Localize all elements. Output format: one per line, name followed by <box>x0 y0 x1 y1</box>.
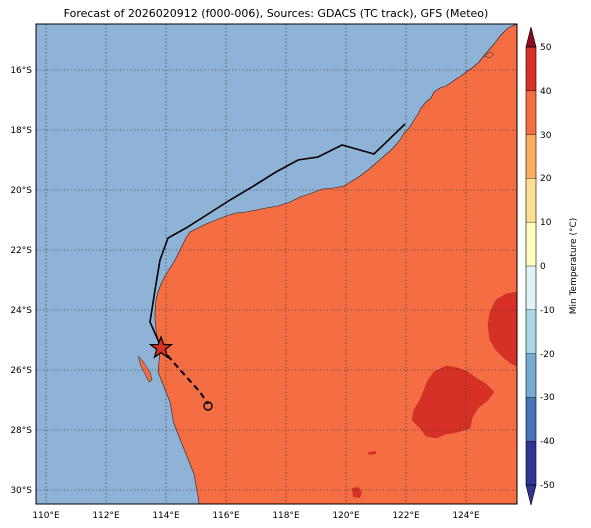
warm-patch-small-2 <box>368 451 376 455</box>
lon-tick: 112°E <box>92 511 120 521</box>
colorbar-tick: 30 <box>540 131 552 141</box>
colorbar-tick-labels: 50 40 30 20 10 0 -10 -20 -30 -40 -50 <box>540 43 555 491</box>
lat-tick: 28°S <box>10 426 32 436</box>
lat-tick: 22°S <box>10 246 32 256</box>
colorbar-bottom-extend <box>525 484 537 506</box>
colorbar-band <box>526 441 536 486</box>
lat-tick: 30°S <box>10 486 32 496</box>
island-dirk-hartog <box>137 355 153 383</box>
colorbar-tick: 50 <box>540 43 552 53</box>
colorbar-band <box>526 222 536 267</box>
colorbar-tick: -20 <box>540 350 555 360</box>
colorbar-band <box>526 353 536 398</box>
colorbar-tick: 10 <box>540 218 552 228</box>
colorbar-frame <box>525 46 537 486</box>
lon-tick: 110°E <box>32 511 60 521</box>
colorbar-tick: 40 <box>540 87 552 97</box>
map-panel <box>36 24 517 504</box>
colorbar-band <box>526 266 536 311</box>
colorbar-segments <box>526 47 536 486</box>
lat-tick: 26°S <box>10 366 32 376</box>
colorbar-top-extend <box>525 26 537 48</box>
lat-tick: 20°S <box>10 186 32 196</box>
graticule <box>36 24 517 504</box>
figure-title: Forecast of 2026020912 (f000-006), Sourc… <box>64 7 489 20</box>
map-frame <box>35 23 518 505</box>
colorbar-tick: 0 <box>540 262 546 272</box>
colorbar-band <box>526 178 536 223</box>
lat-tick: 18°S <box>10 126 32 136</box>
colorbar-tick: -30 <box>540 393 555 403</box>
colorbar-tick: 20 <box>540 174 552 184</box>
lon-tick: 124°E <box>452 511 480 521</box>
colorbar-tick: -40 <box>540 437 555 447</box>
tc-forecast-track <box>160 347 209 405</box>
colorbar-band <box>526 397 536 442</box>
colorbar-band <box>526 47 536 92</box>
lon-tick: 116°E <box>212 511 240 521</box>
colorbar: 50 40 30 20 10 0 -10 -20 -30 -40 -50 Min… <box>525 26 579 506</box>
island-north-coast <box>483 51 495 59</box>
lon-tick: 120°E <box>332 511 360 521</box>
tc-past-track <box>149 123 406 349</box>
lat-tick: 24°S <box>10 306 32 316</box>
lat-tick-labels: 16°S 18°S 20°S 22°S 24°S 26°S 28°S 30°S <box>10 66 32 496</box>
colorbar-band <box>526 90 536 136</box>
lon-tick: 122°E <box>392 511 420 521</box>
lon-tick: 118°E <box>272 511 300 521</box>
lon-tick-labels: 110°E 112°E 114°E 116°E 118°E 120°E 122°… <box>32 511 480 521</box>
colorbar-tick: -50 <box>540 481 555 491</box>
lat-tick: 16°S <box>10 66 32 76</box>
tc-current-position-star <box>148 335 174 359</box>
colorbar-band <box>526 309 536 355</box>
warm-patch-east <box>487 291 517 367</box>
colorbar-band <box>526 134 536 179</box>
lon-tick: 114°E <box>152 511 180 521</box>
colorbar-label: Min Temperature (°C) <box>569 218 579 315</box>
tc-forecast-position-circle <box>203 401 213 411</box>
colorbar-tick: -10 <box>540 306 555 316</box>
